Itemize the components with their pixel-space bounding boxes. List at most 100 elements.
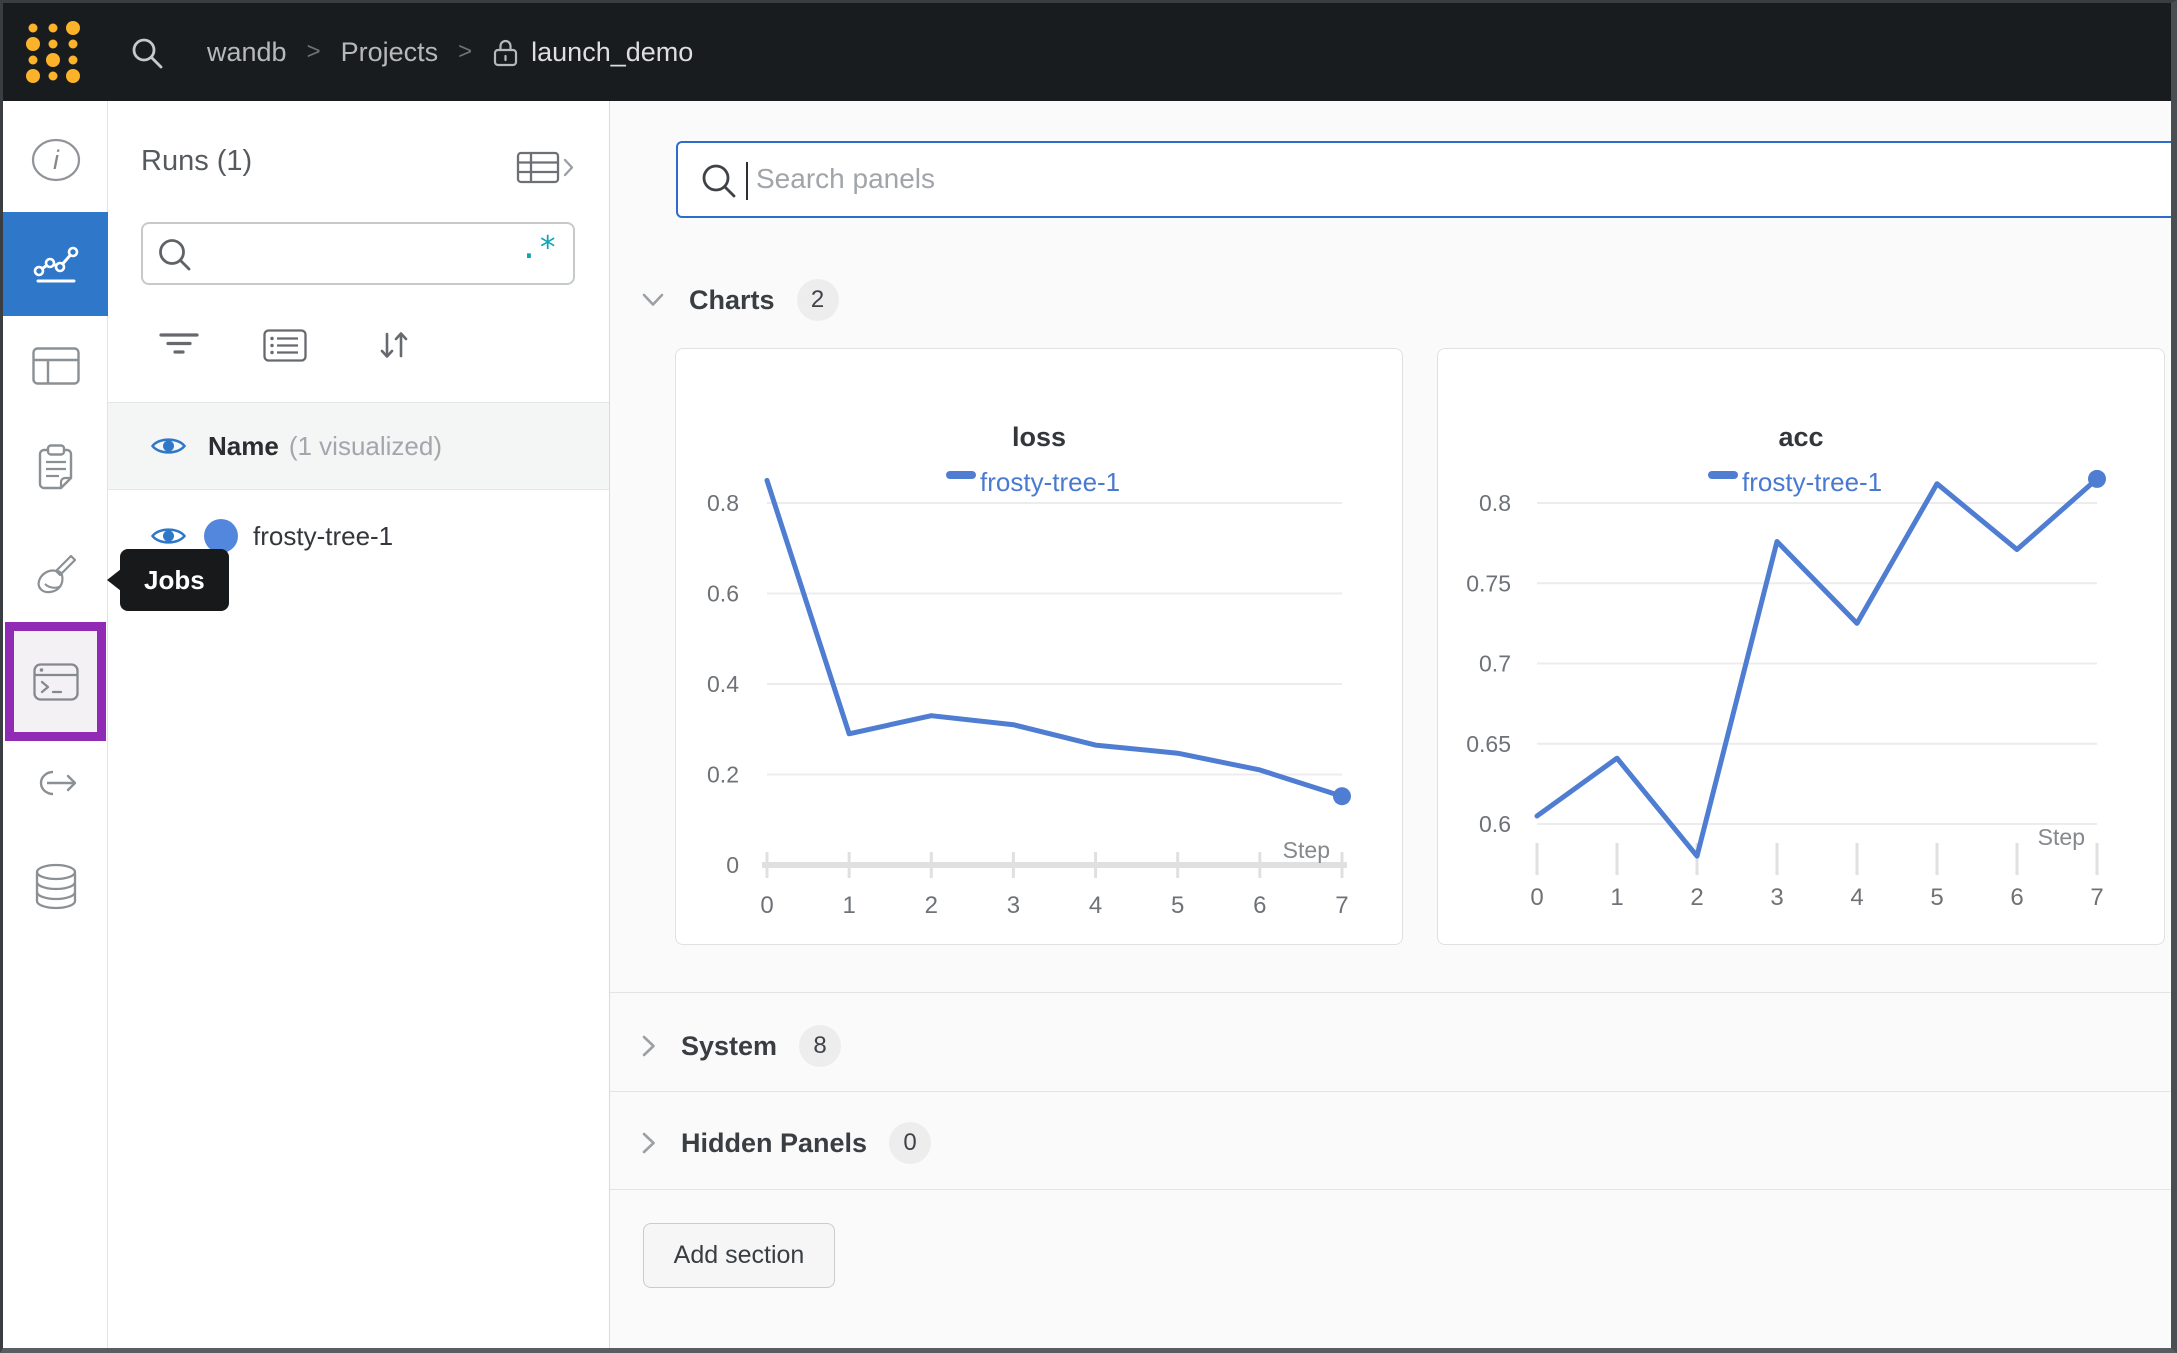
svg-text:4: 4 xyxy=(1089,892,1102,919)
section-label: System xyxy=(681,1030,778,1061)
svg-text:Step: Step xyxy=(1283,837,1330,863)
top-navigation-bar: wandb > Projects > launch_demo xyxy=(3,3,2171,101)
svg-text:5: 5 xyxy=(1930,884,1943,911)
broom-icon xyxy=(37,554,76,594)
section-header-system[interactable]: System 8 xyxy=(610,1013,2171,1079)
search-icon xyxy=(702,164,736,198)
svg-text:acc: acc xyxy=(1778,422,1823,452)
breadcrumb: wandb > Projects > launch_demo xyxy=(207,3,693,101)
runs-sidebar-panel: Runs (1) .* xyxy=(108,101,610,1348)
runs-panel-title: Runs (1) xyxy=(141,145,253,177)
lock-icon xyxy=(494,39,518,66)
svg-text:1: 1 xyxy=(1610,884,1623,911)
jobs-tooltip: Jobs xyxy=(107,549,229,611)
svg-text:0: 0 xyxy=(1530,884,1543,911)
add-section-label: Add section xyxy=(673,1241,805,1269)
svg-text:7: 7 xyxy=(1335,892,1348,919)
run-color-dot xyxy=(204,519,238,553)
jobs-terminal-icon xyxy=(32,662,79,701)
regex-toggle-button[interactable]: .* xyxy=(519,230,557,266)
add-section-button[interactable]: Add section xyxy=(643,1223,835,1288)
panel-search-box xyxy=(676,141,2171,218)
runs-search-box: .* xyxy=(141,222,575,285)
svg-text:0: 0 xyxy=(760,892,773,919)
svg-text:0.6: 0.6 xyxy=(707,581,739,607)
divider xyxy=(610,992,2171,993)
runs-header-visualized-count: (1 visualized) xyxy=(288,430,442,461)
filter-icon[interactable] xyxy=(158,332,200,356)
svg-text:0.4: 0.4 xyxy=(707,671,739,697)
svg-text:0.8: 0.8 xyxy=(1479,490,1511,516)
svg-text:0.75: 0.75 xyxy=(1466,570,1511,596)
clipboard-icon xyxy=(38,444,72,490)
group-list-icon[interactable] xyxy=(263,329,307,362)
text-cursor xyxy=(746,162,748,200)
svg-text:0.2: 0.2 xyxy=(707,762,739,788)
sidebar-item-notes[interactable] xyxy=(3,425,108,511)
table-icon xyxy=(31,347,80,385)
expand-runs-table-button[interactable] xyxy=(516,151,576,187)
search-icon xyxy=(159,239,191,271)
workspace-main-area: Charts 2 0 0.2 0.4 0.6 0.8 0 1 2 3 4 5 6 7 Step loss fr… xyxy=(610,101,2171,1348)
sort-icon[interactable] xyxy=(378,329,410,361)
database-icon xyxy=(35,863,76,910)
svg-text:Step: Step xyxy=(2038,824,2085,850)
divider xyxy=(610,1189,2171,1190)
divider xyxy=(610,1091,2171,1092)
runs-list-header: Name (1 visualized) xyxy=(108,403,609,490)
info-icon: i xyxy=(31,138,80,182)
visibility-eye-icon[interactable] xyxy=(150,433,187,459)
svg-text:2: 2 xyxy=(925,892,938,919)
breadcrumb-separator: > xyxy=(306,38,321,65)
svg-text:5: 5 xyxy=(1171,892,1184,919)
svg-text:0.7: 0.7 xyxy=(1479,651,1511,677)
jobs-tooltip-label: Jobs xyxy=(144,564,205,595)
sidebar-item-jobs-highlighted[interactable] xyxy=(5,622,106,741)
section-count-badge: 8 xyxy=(799,1025,842,1067)
left-icon-rail: i xyxy=(3,101,108,1348)
svg-text:0.8: 0.8 xyxy=(707,490,739,516)
runs-header-name: Name xyxy=(208,430,279,461)
breadcrumb-projects[interactable]: Projects xyxy=(340,36,439,67)
sidebar-item-artifacts[interactable] xyxy=(3,844,108,930)
sidebar-item-runs-table[interactable] xyxy=(3,323,108,409)
breadcrumb-separator: > xyxy=(458,38,473,65)
loss-chart-panel[interactable]: 0 0.2 0.4 0.6 0.8 0 1 2 3 4 5 6 7 Step loss frosty-tree… xyxy=(675,348,1403,945)
link-arrow-icon xyxy=(39,770,76,796)
svg-text:4: 4 xyxy=(1850,884,1863,911)
svg-text:loss: loss xyxy=(1012,422,1066,452)
chevron-down-icon xyxy=(642,293,664,306)
svg-text:3: 3 xyxy=(1007,892,1020,919)
svg-text:0.6: 0.6 xyxy=(1479,811,1511,837)
acc-chart-panel[interactable]: 0.6 0.65 0.7 0.75 0.8 0 1 2 3 4 5 6 7 Step acc frosty-t… xyxy=(1437,348,2165,945)
breadcrumb-project[interactable]: launch_demo xyxy=(492,37,693,68)
section-header-charts[interactable]: Charts 2 xyxy=(610,278,2171,322)
svg-text:0.65: 0.65 xyxy=(1466,731,1511,757)
runs-search-input[interactable] xyxy=(205,224,505,283)
sidebar-item-workspace-selected[interactable] xyxy=(3,212,108,316)
svg-text:6: 6 xyxy=(1253,892,1266,919)
chevron-right-icon xyxy=(642,1035,655,1057)
svg-text:2: 2 xyxy=(1690,884,1703,911)
panel-search-input[interactable] xyxy=(754,143,2161,215)
svg-text:3: 3 xyxy=(1770,884,1783,911)
section-count-badge: 0 xyxy=(889,1122,932,1164)
visibility-eye-icon[interactable] xyxy=(150,523,187,549)
run-name-label[interactable]: frosty-tree-1 xyxy=(253,520,394,551)
section-label: Charts xyxy=(689,284,775,315)
wandb-logo-icon[interactable] xyxy=(25,19,81,85)
sidebar-item-overview[interactable]: i xyxy=(3,117,108,203)
loss-chart: 0 0.2 0.4 0.6 0.8 0 1 2 3 4 5 6 7 Step loss frosty-tree… xyxy=(707,422,1351,919)
acc-chart: 0.6 0.65 0.7 0.75 0.8 0 1 2 3 4 5 6 7 Step acc frosty-t… xyxy=(1466,422,2106,911)
svg-text:i: i xyxy=(53,145,60,175)
sidebar-item-launch[interactable] xyxy=(3,740,108,826)
global-search-icon[interactable] xyxy=(131,37,165,71)
breadcrumb-team[interactable]: wandb xyxy=(207,36,287,67)
section-header-hidden-panels[interactable]: Hidden Panels 0 xyxy=(610,1110,2171,1176)
svg-text:6: 6 xyxy=(2010,884,2023,911)
sidebar-item-sweeps[interactable] xyxy=(3,533,108,619)
line-chart-icon xyxy=(33,246,78,283)
svg-text:7: 7 xyxy=(2090,884,2103,911)
svg-text:0: 0 xyxy=(726,852,739,878)
